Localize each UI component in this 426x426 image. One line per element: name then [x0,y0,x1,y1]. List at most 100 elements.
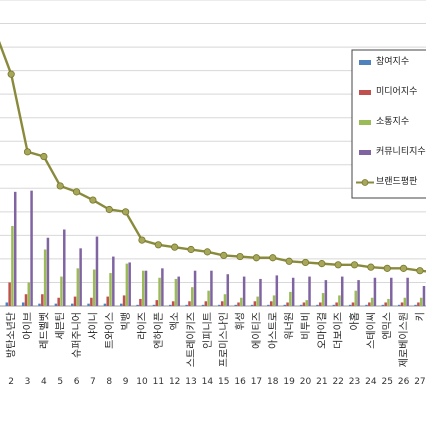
bar-2-25 [419,297,423,306]
rank-label-24: 26 [398,377,410,387]
bar-1-14 [237,302,240,306]
rank-label-1: 3 [25,377,31,387]
rank-label-18: 20 [300,377,312,387]
bar-1-19 [319,302,322,306]
category-label-5: 샤이니 [87,312,99,340]
line-point-2 [40,152,48,161]
line-point-3 [56,182,64,190]
bar-0-22 [365,304,368,306]
bar-3-13 [226,274,230,306]
bar-0-7 [120,303,123,306]
rank-label-10: 12 [169,377,180,387]
bar-0-20 [332,304,336,306]
bar-0-8 [136,304,139,306]
line-point-11 [187,245,195,254]
category-label-20: 더보이즈 [333,312,345,349]
category-label-25: 키 [414,312,426,321]
bar-0-3 [54,303,58,306]
legend-marker [361,179,369,186]
bar-3-18 [308,276,311,306]
rank-label-21: 23 [349,377,360,387]
x-axis: 방탄소년단 2 아이브 3 레드벨벳 4 세븐틴 5 슈퍼주니어 6 샤이니 7 트와이스 8 빅뱅 9 라이즈… [6,312,426,387]
line-point-6 [105,205,113,214]
bar-3-1 [30,190,33,306]
bar-2-5 [92,269,96,306]
bar-0-21 [348,304,352,306]
rank-label-6: 8 [106,377,112,387]
rank-label-19: 21 [316,377,327,387]
bar-1-8 [139,298,142,306]
rank-label-2: 4 [41,377,47,387]
bar-2-1 [27,282,31,306]
line-point-24 [399,264,408,272]
line-point-0 [7,70,15,78]
bar-0-4 [70,303,74,306]
category-label-9: 엔하이픈 [152,312,165,349]
bar-2-21 [354,290,358,306]
bar-0-0 [5,302,9,306]
bar-3-0 [13,191,17,306]
bar-3-20 [340,276,344,306]
bar-0-5 [87,303,90,306]
category-label-10: 엑소 [169,312,181,330]
bar-0-17 [283,304,287,306]
rank-label-9: 11 [153,377,164,387]
bar-1-9 [155,300,159,306]
category-label-21: 아홉 [348,312,361,330]
bar-1-4 [73,296,77,306]
category-label-2: 레드벨벳 [38,312,50,349]
rank-label-7: 9 [123,377,129,387]
category-label-23: 엔믹스 [382,312,394,340]
bar-3-19 [324,280,328,306]
bar-3-2 [46,237,50,306]
bar-0-25 [414,304,417,306]
bar-3-25 [422,285,426,306]
bar-0-15 [250,304,254,306]
bar-3-10 [177,276,180,306]
legend-swatch-2 [359,120,371,125]
legend-label-4: 브랜드평판 [376,176,417,187]
category-label-12: 인피니트 [202,312,214,349]
category-label-14: 휘성 [235,312,247,330]
legend-label-1: 미디어지수 [376,86,417,97]
line-point-1 [23,148,32,156]
bar-2-11 [191,287,194,306]
bar-2-22 [370,297,374,306]
bar-2-12 [207,290,210,306]
rank-label-15: 17 [251,377,262,387]
bar-3-23 [390,277,393,306]
rank-label-4: 6 [74,377,80,387]
legend-swatch-1 [359,90,371,95]
bar-1-21 [351,302,355,306]
category-label-16: 아스트로 [267,312,279,349]
line-point-18 [301,258,310,267]
line-point-5 [89,196,97,204]
rank-label-13: 15 [218,377,229,387]
bar-1-6 [106,296,109,306]
line-point-20 [334,261,342,269]
bar-3-22 [373,277,377,306]
bar-0-24 [397,304,401,306]
bar-3-9 [161,268,164,306]
bar-1-2 [41,294,44,306]
line-point-16 [269,254,277,262]
line-point-22 [367,263,375,271]
bar-0-16 [267,304,270,306]
bar-1-11 [188,301,191,306]
line-point-19 [318,260,326,268]
bar-0-13 [218,304,221,306]
bar-2-20 [338,295,341,306]
line-point-7 [122,208,130,216]
bar-1-0 [8,282,11,306]
rank-label-12: 14 [202,377,214,387]
category-label-24: 제로베이스원 [398,312,410,367]
bar-3-7 [128,262,131,306]
bar-0-12 [201,304,205,306]
rank-label-14: 16 [234,377,246,387]
bar-3-16 [275,275,279,306]
bar-1-22 [368,302,371,306]
category-label-1: 아이브 [22,312,34,340]
bar-3-3 [63,229,66,306]
category-label-19: 오마이걸 [315,312,328,349]
